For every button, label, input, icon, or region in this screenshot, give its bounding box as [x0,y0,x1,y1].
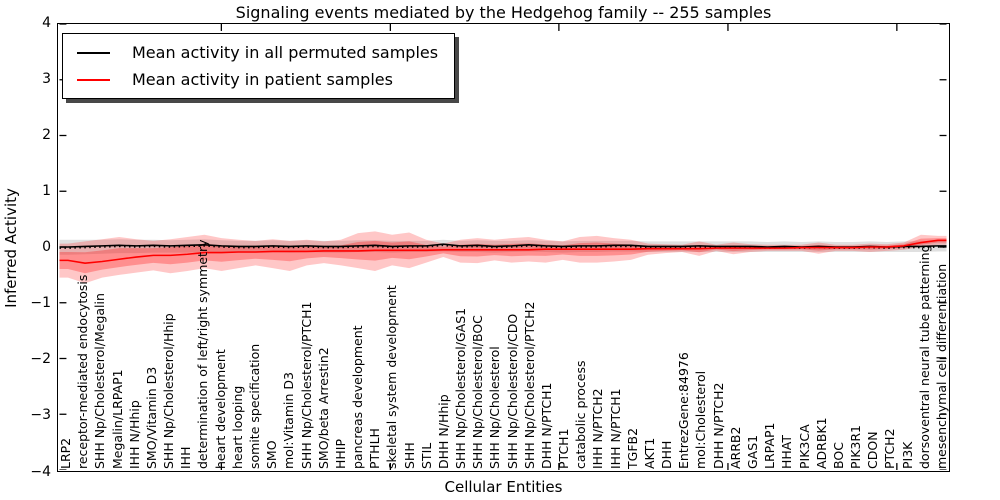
x-tick-label: PIK3CA [796,424,812,469]
plot-canvas [59,24,947,470]
x-tick-label: catabolic process [573,360,589,469]
x-tick-label: receptor-mediated endocytosis [75,274,91,469]
x-tick-label: pancreas development [350,325,366,469]
x-tick-label: somite specification [246,343,262,469]
x-tick-label: IHH N/PTCH1 [607,388,623,469]
x-tick-label: mol:Cholesterol [693,370,709,469]
x-tick-label: heart looping [229,385,245,469]
x-tick-label: LRPAP1 [762,422,778,469]
x-tick-label: skeletal system development [384,285,400,469]
permuted-line-swatch [77,51,110,54]
x-tick-label: IHH N/Hhip [126,400,142,469]
x-tick-label: SMO/beta Arrestin2 [315,347,331,469]
x-tick-label: PIK3R1 [848,424,864,469]
y-tick-label: 1 [42,182,51,199]
x-tick-label: DHH N/Hhip [435,394,451,469]
x-tick-label: CDON [865,431,881,469]
x-tick-label: SHH Np/Cholesterol/GAS1 [453,307,469,469]
x-tick-label: IHH [178,446,194,470]
x-tick-label: mol:Vitamin D3 [281,372,297,469]
y-tick-label: −1 [30,295,51,312]
x-axis-label: Cellular Entities [444,478,563,496]
x-tick-label: DHH [659,440,675,469]
x-tick-label: LRP2 [58,437,74,469]
y-tick-label: 4 [42,14,51,31]
x-tick-label: PTCH2 [882,428,898,469]
x-tick-label: dorsoventral neural tube patterning [916,244,932,470]
legend-label-permuted: Mean activity in all permuted samples [132,43,439,62]
chart-title: Signaling events mediated by the Hedgeho… [235,3,772,22]
y-tick-label: 3 [42,70,51,87]
x-tick-label: SHH Np/Cholesterol/Hhip [161,313,177,469]
x-tick-label: SHH Np/Cholesterol/Megalin [92,293,108,469]
x-tick-label: PTCH1 [556,428,572,469]
x-tick-label: SHH Np/Cholesterol/PTCH2 [521,301,537,470]
y-tick-label: 2 [42,126,51,143]
x-tick-label: SHH Np/Cholesterol/PTCH1 [298,301,314,470]
legend-row-permuted: Mean activity in all permuted samples [63,39,438,66]
legend: Mean activity in all permuted samples Me… [62,33,456,99]
x-tick-label: AKT1 [641,437,657,469]
x-tick-label: SHH Np/Cholesterol [487,346,503,469]
x-tick-label: SMO [264,440,280,469]
x-tick-label: PTHLH [367,428,383,469]
x-tick-label: HHIP [332,438,348,469]
y-tick-label: 0 [42,239,51,255]
x-tick-label: heart development [212,349,228,469]
x-tick-label: TGFB2 [624,427,640,469]
x-tick-label: ARRB2 [727,426,743,469]
legend-row-patient: Mean activity in patient samples [63,66,438,93]
x-tick-label: SHH [401,442,417,469]
x-tick-label: BOC [830,442,846,469]
legend-label-patient: Mean activity in patient samples [132,70,393,89]
x-tick-label: IHH N/PTCH2 [590,388,606,469]
x-tick-label: SHH Np/Cholesterol/CDO [504,313,520,469]
plot-area [57,23,950,472]
y-tick-label: −4 [30,463,51,480]
x-tick-label: determination of left/right symmetry [195,239,211,470]
x-tick-label: EntrezGene:84976 [676,352,692,469]
x-tick-label: SHH Np/Cholesterol/BOC [470,315,486,469]
x-tick-label: ADRBK1 [813,417,829,469]
x-tick-label: HHAT [779,434,795,469]
y-tick-label: −2 [30,351,51,368]
x-tick-label: DHH N/PTCH2 [710,382,726,469]
x-tick-label: GAS1 [745,434,760,469]
y-tick-label: −3 [30,407,51,424]
x-tick-label: SMO/Vitamin D3 [143,366,159,469]
x-tick-label: DHH N/PTCH1 [538,382,554,469]
x-tick-label: mesenchymal cell differentiation [933,263,949,469]
x-tick-label: STIL [418,442,434,469]
x-tick-label: PI3K [899,441,915,469]
x-tick-label: Megalin/LRPAP1 [109,369,125,469]
patient-line-swatch [77,78,110,81]
